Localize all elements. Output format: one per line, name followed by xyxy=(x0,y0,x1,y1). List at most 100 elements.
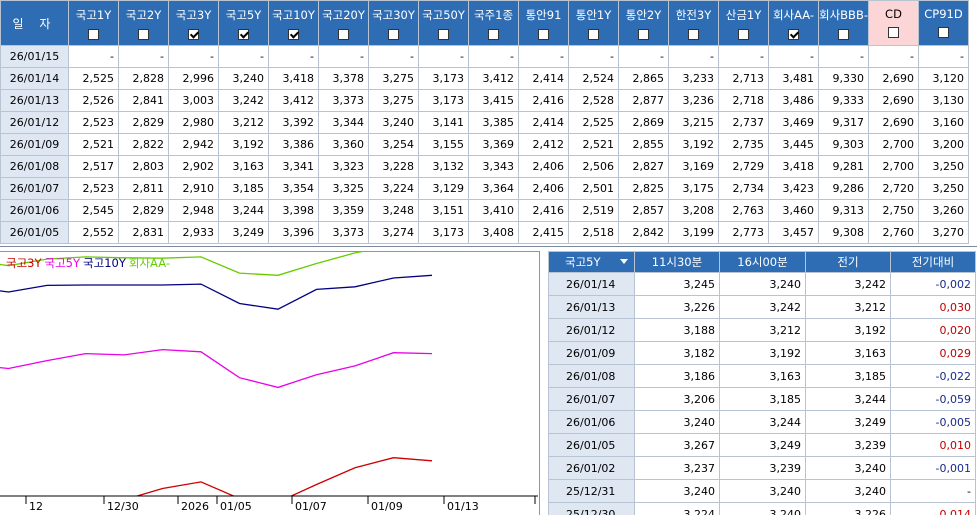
yield-cell: 2,528 xyxy=(568,89,619,112)
date-column-header[interactable]: 일 자 xyxy=(0,0,69,46)
column-header[interactable]: 국고3Y xyxy=(168,0,219,46)
series-checkbox[interactable] xyxy=(538,29,549,40)
row-date: 26/01/05 xyxy=(548,433,635,457)
table-row[interactable]: 26/01/06 3,240 3,244 3,249 -0,005 xyxy=(548,410,976,434)
column-header[interactable]: 국고2Y xyxy=(118,0,169,46)
yield-cell: 2,406 xyxy=(518,177,569,200)
yield-cell: 3,163 xyxy=(218,155,269,178)
column-header[interactable]: 회사BBB- xyxy=(818,0,869,46)
column-header[interactable]: 회사AA- xyxy=(768,0,819,46)
column-header-label: 통안91 xyxy=(525,8,562,22)
table-row[interactable]: 26/01/12 2,523 2,829 2,980 3,212 3,392 3,344 3,… xyxy=(0,111,969,134)
series-checkbox[interactable] xyxy=(638,29,649,40)
value-change: -0,002 xyxy=(890,272,976,296)
table-row[interactable]: 26/01/09 3,182 3,192 3,163 0,029 xyxy=(548,341,976,365)
series-checkbox[interactable] xyxy=(188,29,199,40)
yield-cell: 3,410 xyxy=(468,199,519,222)
col-header-1130[interactable]: 11시30분 xyxy=(634,251,720,273)
column-header[interactable]: 국고10Y xyxy=(268,0,319,46)
table-row[interactable]: 26/01/15- - - - - - - - - - - - - - - - - - xyxy=(0,45,969,68)
series-checkbox[interactable] xyxy=(138,29,149,40)
yield-cell: 3,240 xyxy=(368,111,419,134)
series-select-label: 국고5Y xyxy=(565,255,601,269)
series-checkbox[interactable] xyxy=(938,27,949,38)
yield-cell: 3,325 xyxy=(318,177,369,200)
series-checkbox[interactable] xyxy=(588,29,599,40)
table-row[interactable]: 26/01/13 3,226 3,242 3,212 0,030 xyxy=(548,295,976,319)
yield-cell: 3,354 xyxy=(268,177,319,200)
column-header[interactable]: CP91D xyxy=(918,0,969,46)
yield-cell: 3,423 xyxy=(768,177,819,200)
intraday-grid[interactable]: 국고5Y 11시30분 16시00분 전기 전기대비 26/01/14 3,245… xyxy=(548,251,977,515)
yield-cell: - xyxy=(168,45,219,68)
series-checkbox[interactable] xyxy=(738,29,749,40)
table-row[interactable]: 26/01/12 3,188 3,212 3,192 0,020 xyxy=(548,318,976,342)
value-1130: 3,240 xyxy=(634,410,720,434)
value-1600: 3,240 xyxy=(719,502,806,515)
series-checkbox[interactable] xyxy=(388,29,399,40)
yield-grid[interactable]: 일 자 국고1Y 국고2Y 국고3Y 국고5Y 국고10Y 국고20Y 국고30Y 국고50Y… xyxy=(0,0,977,247)
table-row[interactable]: 25/12/30 3,224 3,240 3,226 0,014 xyxy=(548,502,976,515)
table-row[interactable]: 26/01/14 2,525 2,828 2,996 3,240 3,418 3,378 3,… xyxy=(0,67,969,90)
yield-cell: 2,517 xyxy=(68,155,119,178)
value-1130: 3,226 xyxy=(634,295,720,319)
yield-cell: 2,416 xyxy=(518,199,569,222)
column-header[interactable]: 국고1Y xyxy=(68,0,119,46)
table-row[interactable]: 26/01/09 2,521 2,822 2,942 3,192 3,386 3,360 3,… xyxy=(0,133,969,156)
series-checkbox[interactable] xyxy=(888,27,899,38)
table-row[interactable]: 26/01/08 2,517 2,803 2,902 3,163 3,341 3,323 3,… xyxy=(0,155,969,178)
series-checkbox[interactable] xyxy=(688,29,699,40)
col-header-prev[interactable]: 전기 xyxy=(805,251,891,273)
column-header[interactable]: 통안91 xyxy=(518,0,569,46)
x-tick-label: 2026 xyxy=(181,500,209,513)
yield-cell: 2,412 xyxy=(518,133,569,156)
table-row[interactable]: 26/01/05 3,267 3,249 3,239 0,010 xyxy=(548,433,976,457)
series-checkbox[interactable] xyxy=(488,29,499,40)
series-checkbox[interactable] xyxy=(338,29,349,40)
table-row[interactable]: 26/01/05 2,552 2,831 2,933 3,249 3,396 3,373 3,… xyxy=(0,221,969,244)
column-header[interactable]: 국고20Y xyxy=(318,0,369,46)
yield-cell: 3,373 xyxy=(318,221,369,244)
column-header[interactable]: 통안1Y xyxy=(568,0,619,46)
yield-cell: 2,942 xyxy=(168,133,219,156)
series-checkbox[interactable] xyxy=(788,29,799,40)
series-checkbox[interactable] xyxy=(88,29,99,40)
table-row[interactable]: 26/01/07 2,523 2,811 2,910 3,185 3,354 3,325 3,… xyxy=(0,177,969,200)
table-row[interactable]: 26/01/14 3,245 3,240 3,242 -0,002 xyxy=(548,272,976,296)
series-checkbox[interactable] xyxy=(838,29,849,40)
table-row[interactable]: 26/01/13 2,526 2,841 3,003 3,242 3,412 3,373 3,… xyxy=(0,89,969,112)
row-date: 26/01/07 xyxy=(548,387,635,411)
series-select-header[interactable]: 국고5Y xyxy=(548,251,635,273)
series-checkbox[interactable] xyxy=(438,29,449,40)
yield-cell: 3,169 xyxy=(668,155,719,178)
chevron-down-icon[interactable] xyxy=(620,259,628,264)
yield-cell: 3,212 xyxy=(218,111,269,134)
table-row[interactable]: 26/01/08 3,186 3,163 3,185 -0,022 xyxy=(548,364,976,388)
column-header[interactable]: 한전3Y xyxy=(668,0,719,46)
yield-cell: 3,360 xyxy=(318,133,369,156)
column-header[interactable]: 통안2Y xyxy=(618,0,669,46)
yield-cell: 3,386 xyxy=(268,133,319,156)
yield-cell: 3,120 xyxy=(918,67,969,90)
table-row[interactable]: 26/01/06 2,545 2,829 2,948 3,244 3,398 3,359 3,… xyxy=(0,199,969,222)
column-header[interactable]: CD xyxy=(868,0,919,46)
column-header[interactable]: 국고30Y xyxy=(368,0,419,46)
yield-cell: 2,750 xyxy=(868,199,919,222)
value-1130: 3,240 xyxy=(634,479,720,503)
yield-cell: 2,841 xyxy=(118,89,169,112)
table-row[interactable]: 25/12/31 3,240 3,240 3,240- xyxy=(548,479,976,503)
table-row[interactable]: 26/01/02 3,237 3,239 3,240 -0,001 xyxy=(548,456,976,480)
series-checkbox[interactable] xyxy=(288,29,299,40)
series-checkbox[interactable] xyxy=(238,29,249,40)
column-header[interactable]: 산금1Y xyxy=(718,0,769,46)
column-header[interactable]: 국주1종 xyxy=(468,0,519,46)
yield-cell: 3,274 xyxy=(368,221,419,244)
column-header[interactable]: 국고50Y xyxy=(418,0,469,46)
yield-cell: 2,690 xyxy=(868,67,919,90)
table-row[interactable]: 26/01/07 3,206 3,185 3,244 -0,059 xyxy=(548,387,976,411)
column-header[interactable]: 국고5Y xyxy=(218,0,269,46)
col-header-1600[interactable]: 16시00분 xyxy=(719,251,806,273)
col-header-change[interactable]: 전기대비 xyxy=(890,251,976,273)
